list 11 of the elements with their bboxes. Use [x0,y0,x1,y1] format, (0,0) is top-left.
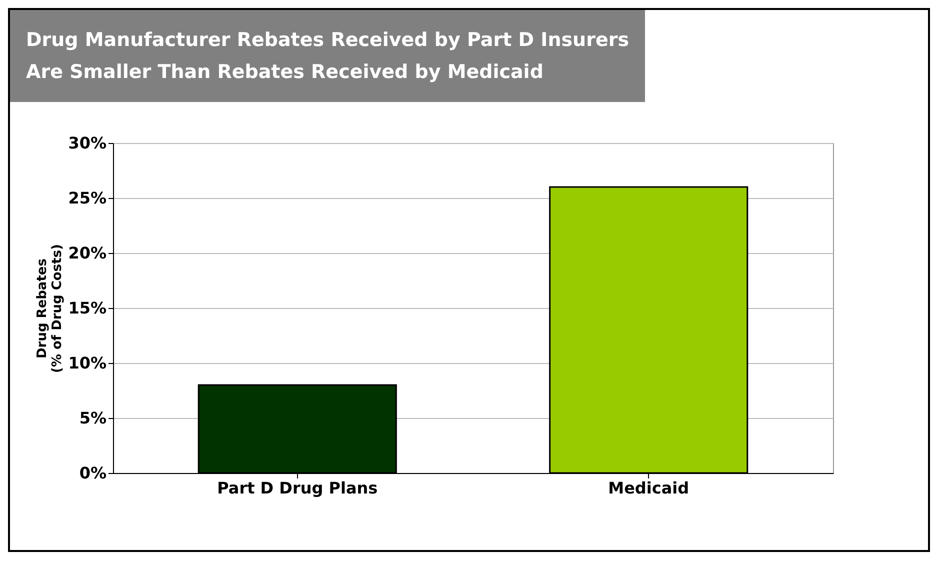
chart-title: Drug Manufacturer Rebates Received by Part D Insurers Are Smaller Than Rebates Received by Medicaid [10,10,646,102]
y-tick-label: 30% [68,134,106,152]
y-tick-label: 5% [79,408,106,428]
y-tick-label: 20% [68,244,106,262]
x-tick-label: Part D Drug Plans [217,478,378,498]
y-tick-label: 10% [68,354,106,372]
y-tick-label: 0% [79,464,106,482]
y-tick-label: 25% [68,188,106,208]
x-tick-label: Medicaid [608,478,690,498]
y-axis-title: Drug Rebates (% of Drug Costs) [35,244,66,373]
y-tick-label: 15% [68,298,106,318]
